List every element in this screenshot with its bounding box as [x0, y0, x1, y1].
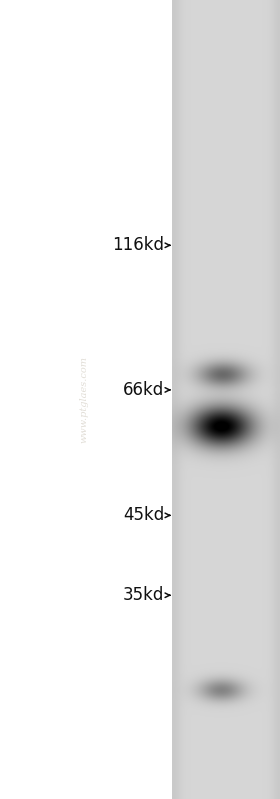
Text: 45kd: 45kd — [123, 507, 164, 524]
Text: 66kd: 66kd — [123, 381, 164, 399]
Text: www.ptglaes.com: www.ptglaes.com — [80, 356, 88, 443]
Text: 116kd: 116kd — [112, 237, 164, 254]
Text: 35kd: 35kd — [123, 586, 164, 604]
